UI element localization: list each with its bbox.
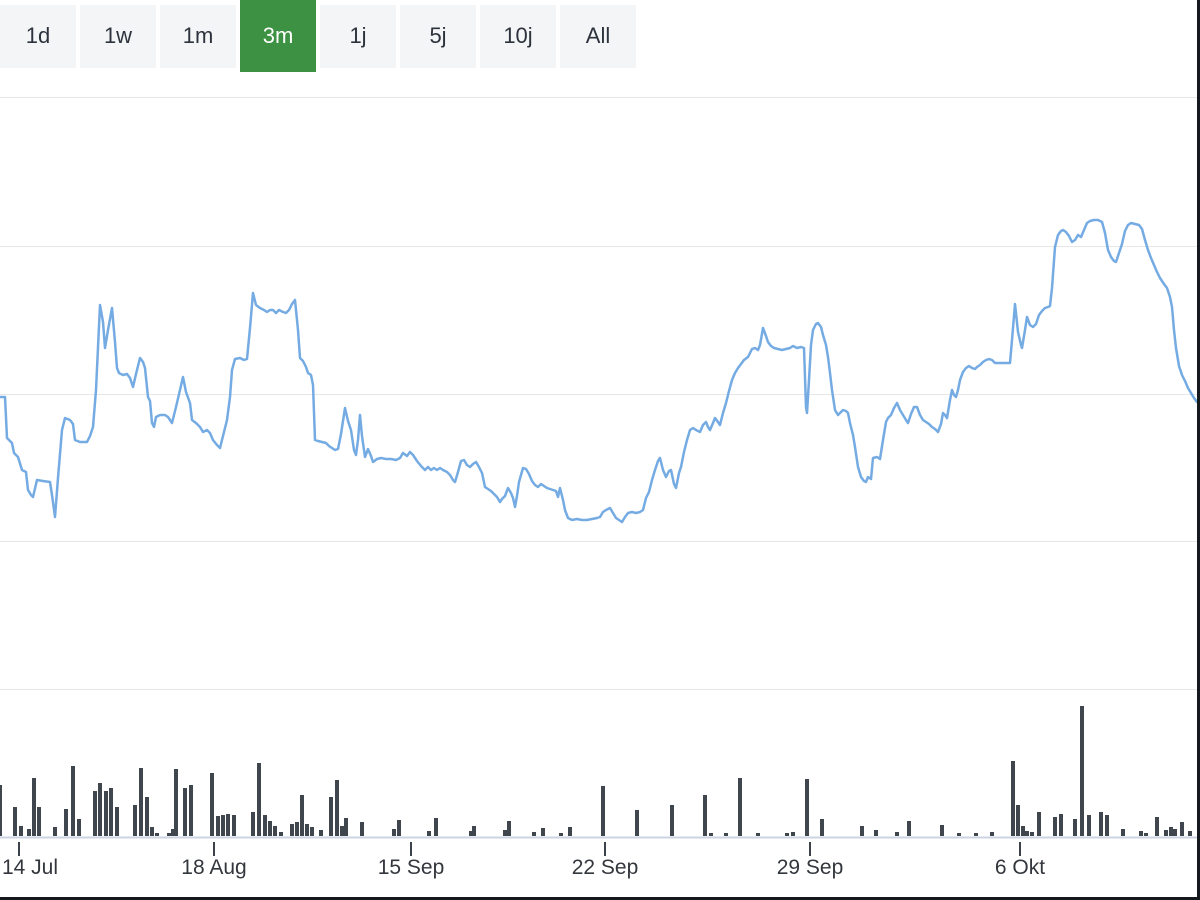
x-axis-label: 22 Sep [572,856,639,879]
window-right-edge [1197,0,1200,900]
range-button-3m[interactable]: 3m [240,0,316,72]
range-button-1w[interactable]: 1w [80,4,156,68]
x-axis: 14 Jul 18 Aug 15 Sep 22 Sep 29 Sep 6 Okt [2,842,1045,879]
x-axis-label: 14 Jul [2,856,58,879]
range-button-1d[interactable]: 1d [0,4,76,68]
volume-bars [0,706,1192,836]
x-axis-label: 6 Okt [995,856,1045,879]
x-axis-label: 29 Sep [777,856,844,879]
range-button-1j[interactable]: 1j [320,4,396,68]
range-toolbar: 1d 1w 1m 3m 1j 5j 10j All [0,0,636,72]
price-line [0,218,1200,524]
range-button-5j[interactable]: 5j [400,4,476,68]
range-button-10j[interactable]: 10j [480,4,556,68]
window-bottom-edge [0,897,1200,900]
range-button-1m[interactable]: 1m [160,4,236,68]
range-button-all[interactable]: All [560,4,636,68]
gridlines [0,97,1200,690]
x-axis-label: 18 Aug [181,856,246,879]
x-axis-label: 15 Sep [378,856,445,879]
